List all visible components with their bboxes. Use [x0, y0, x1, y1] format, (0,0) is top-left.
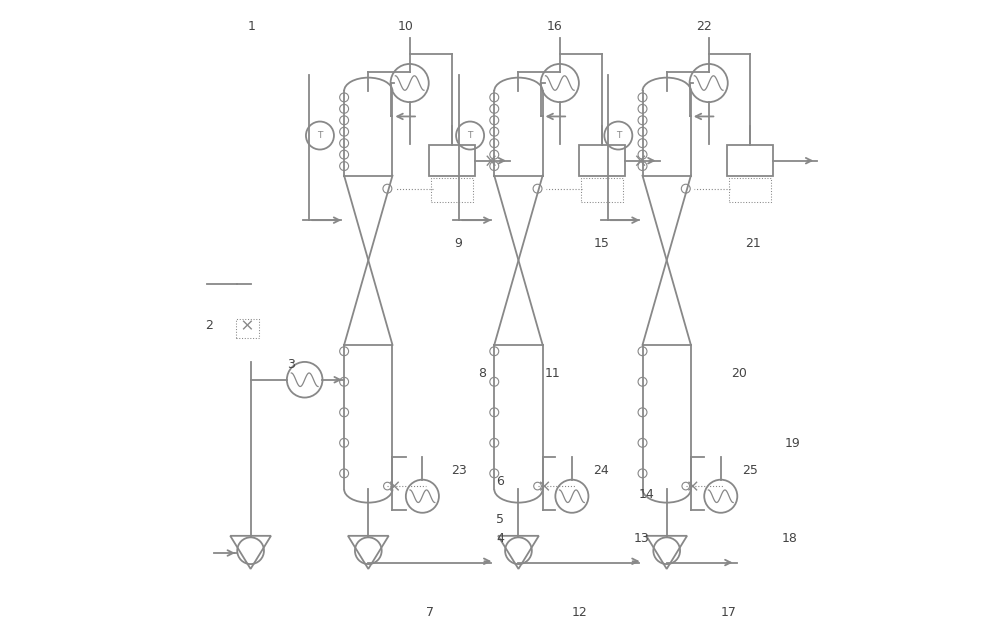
Text: 16: 16: [546, 20, 562, 33]
Bar: [581, 178, 623, 202]
Bar: [429, 146, 475, 176]
Text: 18: 18: [782, 532, 797, 546]
Text: 3: 3: [287, 358, 295, 371]
Text: 25: 25: [742, 465, 758, 477]
Text: 5: 5: [496, 513, 504, 527]
Text: 20: 20: [731, 367, 747, 380]
Text: 7: 7: [426, 606, 434, 619]
Bar: [729, 178, 771, 202]
Bar: [727, 146, 773, 176]
Text: 15: 15: [594, 236, 610, 250]
Text: 10: 10: [398, 20, 414, 33]
Text: 4: 4: [496, 532, 504, 546]
Bar: [431, 178, 473, 202]
Text: T: T: [317, 131, 323, 140]
Text: 1: 1: [248, 20, 256, 33]
Text: T: T: [467, 131, 473, 140]
Bar: [579, 146, 625, 176]
Text: 19: 19: [785, 437, 801, 450]
Text: 8: 8: [478, 367, 486, 380]
Text: 6: 6: [496, 475, 504, 488]
Text: T: T: [616, 131, 621, 140]
Text: 22: 22: [696, 20, 711, 33]
Text: 17: 17: [721, 606, 737, 619]
Text: 23: 23: [451, 465, 467, 477]
Text: 21: 21: [745, 236, 761, 250]
Bar: [236, 320, 259, 339]
Text: 11: 11: [544, 367, 560, 380]
Text: 14: 14: [638, 488, 654, 501]
Text: 2: 2: [205, 320, 213, 332]
Text: 13: 13: [633, 532, 649, 546]
Text: 12: 12: [572, 606, 587, 619]
Text: 9: 9: [455, 236, 463, 250]
Text: 24: 24: [593, 465, 608, 477]
